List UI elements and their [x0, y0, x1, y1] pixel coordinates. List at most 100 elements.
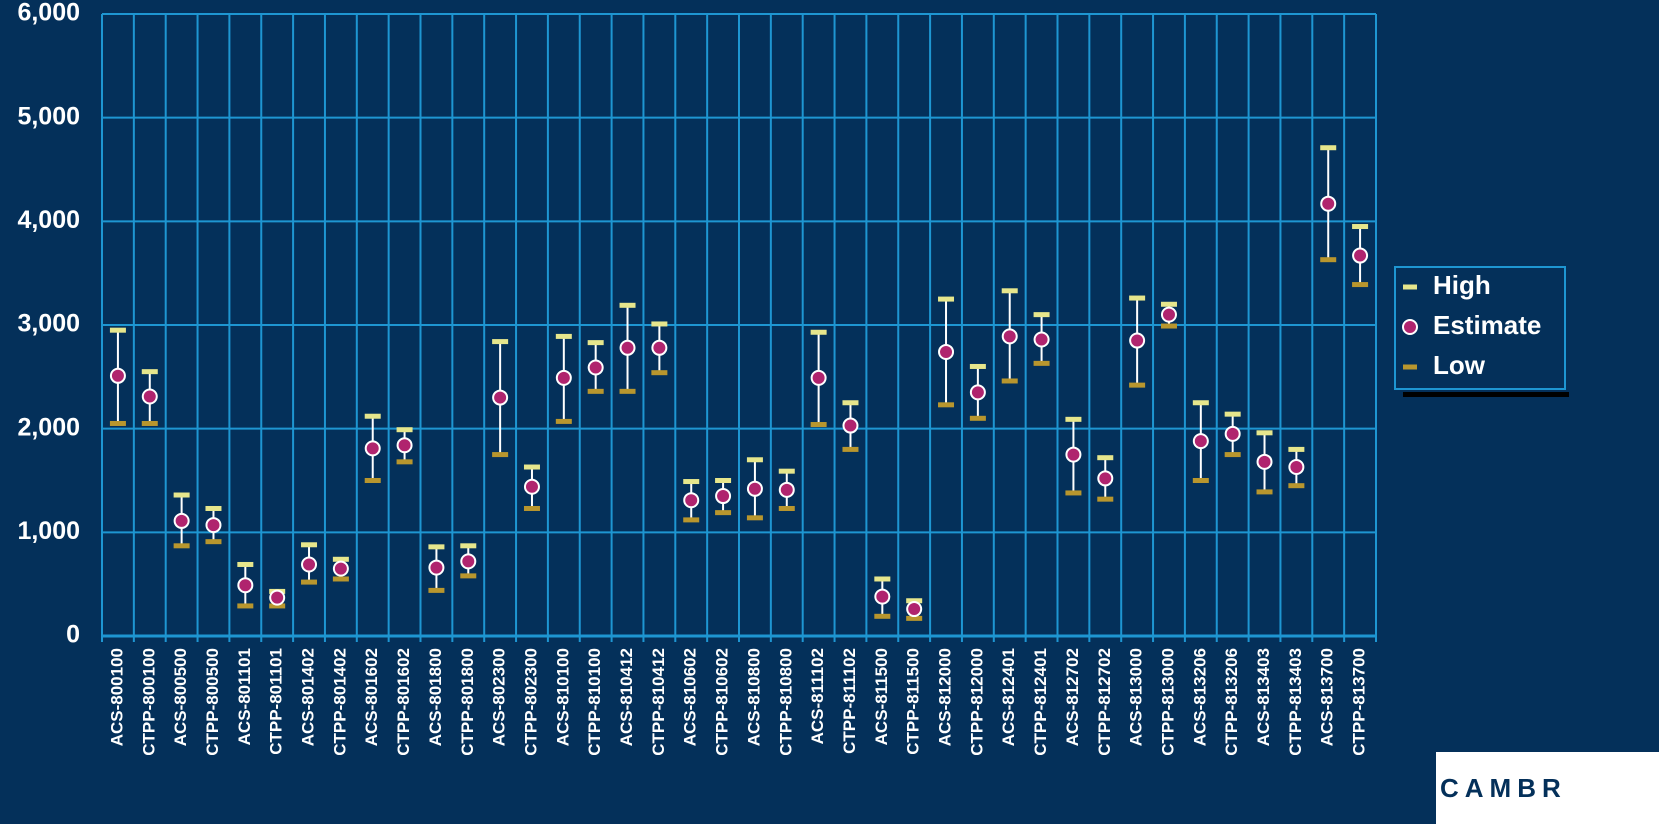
x-tick-label: ACS-810412	[617, 648, 636, 746]
estimate-mark	[173, 512, 190, 529]
low-mark	[906, 615, 923, 621]
high-mark	[1192, 400, 1209, 406]
high-mark	[619, 302, 636, 308]
x-tick-label: ACS-812000	[936, 648, 955, 746]
x-tick-label: ACS-801800	[426, 648, 445, 746]
low-mark	[396, 459, 413, 465]
low-mark	[332, 576, 349, 582]
low-mark	[810, 422, 827, 428]
low-mark	[746, 515, 763, 521]
estimate-mark	[205, 517, 222, 534]
estimate-mark	[1033, 331, 1050, 348]
x-tick-label: ACS-811500	[872, 648, 891, 745]
low-mark	[1129, 382, 1146, 388]
estimate-mark	[1160, 306, 1177, 323]
y-tick-label: 3,000	[17, 310, 80, 338]
legend-box	[1394, 266, 1566, 390]
high-mark	[1160, 301, 1177, 307]
high-mark	[555, 333, 572, 339]
x-tick-label: CTPP-801101	[267, 648, 286, 755]
high-mark	[1352, 224, 1369, 230]
x-tick-label: CTPP-810100	[585, 648, 604, 756]
high-mark	[109, 327, 126, 333]
legend-label: Estimate	[1433, 310, 1541, 340]
logo-box	[1436, 752, 1659, 824]
low-mark	[1192, 478, 1209, 483]
estimate-mark	[778, 481, 795, 498]
low-mark	[460, 573, 477, 579]
low-mark	[587, 388, 604, 394]
legend-shadow	[1403, 392, 1569, 397]
estimate-mark	[906, 601, 923, 618]
estimate-mark	[651, 339, 668, 356]
x-tick-label: CTPP-813403	[1286, 648, 1305, 756]
x-tick-label: ACS-800500	[171, 648, 190, 746]
estimate-mark	[1224, 425, 1241, 442]
x-tick-label: CTPP-812401	[1031, 648, 1050, 756]
x-tick-label: CTPP-801602	[394, 648, 413, 756]
low-mark	[141, 420, 158, 426]
high-mark	[874, 576, 891, 582]
low-mark	[651, 370, 668, 376]
x-tick-label: ACS-810800	[744, 648, 763, 746]
estimate-mark	[874, 588, 891, 605]
low-mark	[1288, 483, 1305, 489]
x-tick-label: ACS-813403	[1254, 648, 1273, 746]
x-tick-label: ACS-812401	[999, 648, 1018, 746]
x-tick-label: CTPP-813000	[1158, 648, 1177, 756]
high-mark	[1129, 295, 1146, 301]
legend-label: Low	[1433, 350, 1486, 380]
x-tick-label: CTPP-802300	[521, 648, 540, 756]
legend-marker	[1402, 319, 1418, 335]
high-mark	[205, 505, 222, 511]
low-mark	[842, 446, 859, 452]
x-tick-label: CTPP-812000	[967, 648, 986, 756]
high-mark	[969, 363, 986, 369]
x-tick-label: CTPP-800500	[203, 648, 222, 756]
low-mark	[778, 505, 795, 511]
estimate-mark	[109, 367, 126, 384]
x-tick-label: ACS-810602	[681, 648, 700, 746]
estimate-mark	[332, 560, 349, 577]
low-mark	[205, 539, 222, 545]
estimate-mark	[938, 343, 955, 360]
logo: CAMBR	[1440, 773, 1567, 803]
low-mark	[173, 543, 190, 549]
estimate-mark	[1288, 459, 1305, 476]
x-tick-label: ACS-810100	[553, 648, 572, 746]
x-tick-label: CTPP-813206	[1222, 648, 1241, 756]
high-mark	[1320, 145, 1337, 151]
high-mark	[1033, 312, 1050, 318]
low-mark	[1065, 490, 1082, 496]
high-mark	[906, 598, 923, 604]
estimate-mark	[1065, 446, 1082, 463]
estimate-mark	[810, 369, 827, 386]
estimate-mark	[141, 388, 158, 405]
estimate-mark	[1256, 453, 1273, 470]
high-mark	[332, 556, 349, 562]
low-mark	[1001, 378, 1018, 384]
high-mark	[683, 479, 700, 485]
estimate-mark	[1097, 470, 1114, 487]
x-tick-label: ACS-812702	[1063, 648, 1082, 746]
low-mark	[874, 613, 891, 619]
low-mark	[301, 579, 318, 585]
x-tick-label: CTPP-810602	[713, 648, 732, 756]
x-tick-label: CTPP-813700	[1350, 648, 1369, 756]
low-mark	[683, 517, 700, 523]
high-mark	[1288, 446, 1305, 452]
x-tick-label: CTPP-811500	[904, 648, 923, 755]
estimate-mark	[364, 440, 381, 457]
high-mark	[587, 340, 604, 346]
high-mark	[173, 492, 190, 498]
legend-marker	[1403, 284, 1417, 290]
estimate-mark	[1129, 332, 1146, 349]
high-mark	[842, 400, 859, 406]
low-mark	[555, 418, 572, 424]
x-tick-label: CTPP-810412	[649, 648, 668, 756]
estimate-mark	[492, 389, 509, 406]
low-mark	[523, 505, 540, 511]
high-mark	[492, 339, 509, 345]
estimate-mark	[269, 589, 286, 606]
